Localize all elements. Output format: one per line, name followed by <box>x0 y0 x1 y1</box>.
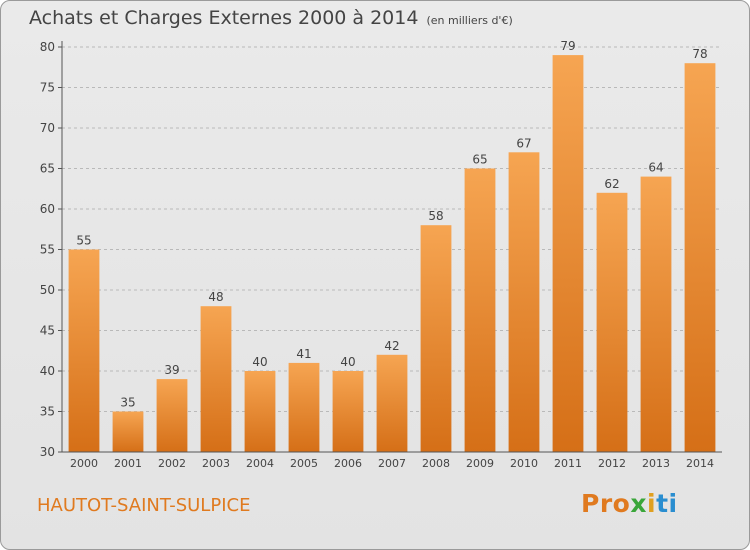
bar <box>244 371 276 452</box>
bar <box>552 55 584 452</box>
x-tick-label: 2014 <box>686 457 714 470</box>
y-tick-label: 60 <box>40 202 55 216</box>
x-tick-label: 2002 <box>158 457 186 470</box>
x-tick-label: 2005 <box>290 457 318 470</box>
bar <box>508 152 540 453</box>
bars: 55 35 39 48 40 41 40 42 58 65 67 79 62 64 78 <box>68 39 716 453</box>
x-tick-label: 2008 <box>422 457 450 470</box>
x-tick-label: 2012 <box>598 457 626 470</box>
proxiti-logo: Proxiti <box>581 489 678 518</box>
x-tick-label: 2006 <box>334 457 362 470</box>
x-tick-label: 2009 <box>466 457 494 470</box>
bar <box>420 225 452 452</box>
x-axis: 2000 2001 2002 2003 2004 2005 2006 2007 2008 2009… <box>62 451 722 470</box>
bar <box>332 371 364 452</box>
y-axis: 30 35 40 45 50 55 60 65 70 75 80 <box>40 40 63 459</box>
y-tick-label: 50 <box>40 283 55 297</box>
bar-value-label: 35 <box>120 396 135 410</box>
x-tick-label: 2001 <box>114 457 142 470</box>
bar <box>200 306 232 452</box>
bar <box>596 192 628 453</box>
bar-value-label: 78 <box>692 47 707 61</box>
bar-value-label: 39 <box>164 363 179 377</box>
bar-value-label: 62 <box>604 177 619 191</box>
x-tick-label: 2013 <box>642 457 670 470</box>
y-tick-label: 45 <box>40 324 55 338</box>
y-tick-label: 30 <box>40 445 55 459</box>
x-tick-label: 2011 <box>554 457 582 470</box>
bar-value-label: 64 <box>648 161 663 175</box>
y-tick-label: 70 <box>40 121 55 135</box>
bar-value-label: 55 <box>76 234 91 248</box>
chart-title-text: Achats et Charges Externes 2000 à 2014 <box>29 7 419 29</box>
bar-value-label: 65 <box>472 153 487 167</box>
bar-value-label: 58 <box>428 209 443 223</box>
bar-value-label: 48 <box>208 290 223 304</box>
bar-value-label: 41 <box>296 347 311 361</box>
commune-name: HAUTOT-SAINT-SULPICE <box>37 495 251 516</box>
y-tick-label: 35 <box>40 405 55 419</box>
bar-value-label: 67 <box>516 136 531 150</box>
bar-value-label: 40 <box>340 355 355 369</box>
y-tick-label: 55 <box>40 243 55 257</box>
bar <box>288 362 320 452</box>
x-tick-label: 2010 <box>510 457 538 470</box>
chart-subtitle: (en milliers d'€) <box>426 14 513 27</box>
bar <box>464 168 496 452</box>
y-tick-label: 80 <box>40 40 55 54</box>
y-tick-label: 65 <box>40 162 55 176</box>
bar-value-label: 79 <box>560 39 575 53</box>
bar <box>156 379 188 452</box>
y-tick-label: 75 <box>40 81 55 95</box>
bar <box>684 63 716 452</box>
bar <box>376 354 408 452</box>
x-tick-label: 2004 <box>246 457 274 470</box>
y-tick-label: 40 <box>40 364 55 378</box>
bar-value-label: 42 <box>384 339 399 353</box>
x-tick-label: 2007 <box>378 457 406 470</box>
chart-title: Achats et Charges Externes 2000 à 2014 (e… <box>29 7 513 29</box>
bar <box>112 411 144 452</box>
x-tick-label: 2000 <box>70 457 98 470</box>
bar <box>68 249 100 452</box>
x-tick-label: 2003 <box>202 457 230 470</box>
bar <box>640 176 672 452</box>
bar-value-label: 40 <box>252 355 267 369</box>
